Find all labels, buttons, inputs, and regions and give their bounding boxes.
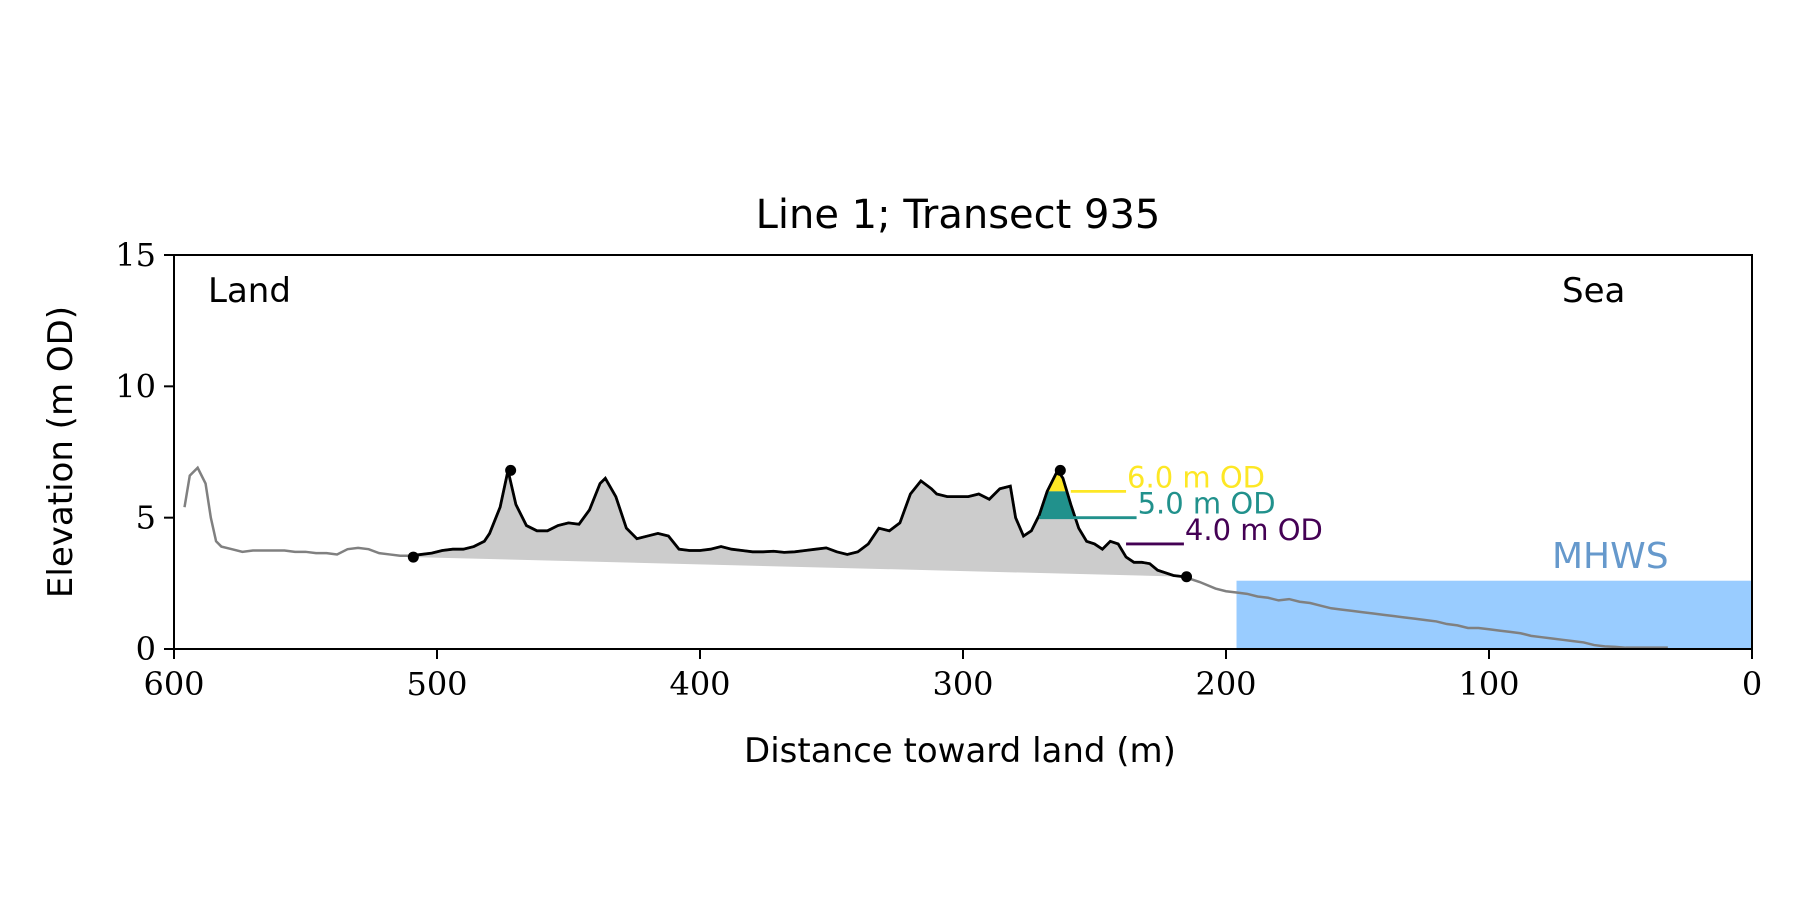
y-ticks: 0 5 10 15 [115,236,174,668]
mhws-label: MHWS [1552,536,1669,577]
x-ticks: 600 500 400 300 200 100 0 [143,649,1762,703]
land-annotation: Land [208,271,291,311]
dune-profile-line [413,467,1187,579]
y-tick-label: 10 [115,367,156,405]
level-label-3: 4.0 m OD [1185,513,1323,547]
dune-marker-1 [407,551,419,563]
y-tick-label: 15 [115,236,156,274]
y-axis-label: Elevation (m OD) [41,306,81,598]
x-tick-label: 200 [1195,665,1256,703]
y-tick-label: 5 [136,499,156,537]
level-fill-1 [1047,470,1067,492]
y-tick-label: 0 [136,630,156,668]
x-tick-label: 100 [1458,665,1519,703]
level-fill-2 [1037,491,1075,518]
level-label-2: 5.0 m OD [1138,487,1276,521]
plot-marks: 6.0 m OD5.0 m OD4.0 m OD [183,460,1752,649]
level-label-1: 6.0 m OD [1127,460,1265,494]
x-tick-label: 600 [143,665,204,703]
x-tick-label: 400 [669,665,730,703]
chart-title: Line 1; Transect 935 [756,192,1161,238]
sea-annotation: Sea [1562,271,1625,311]
x-tick-label: 300 [932,665,993,703]
x-tick-label: 0 [1742,665,1762,703]
dune-marker-3 [1054,464,1066,476]
dune-marker-2 [505,464,517,476]
mhws-water-area [1236,580,1752,649]
x-axis-label: Distance toward land (m) [744,731,1176,771]
dune-area-fill [413,470,1187,578]
dune-marker-4 [1181,571,1193,583]
x-tick-label: 500 [406,665,467,703]
